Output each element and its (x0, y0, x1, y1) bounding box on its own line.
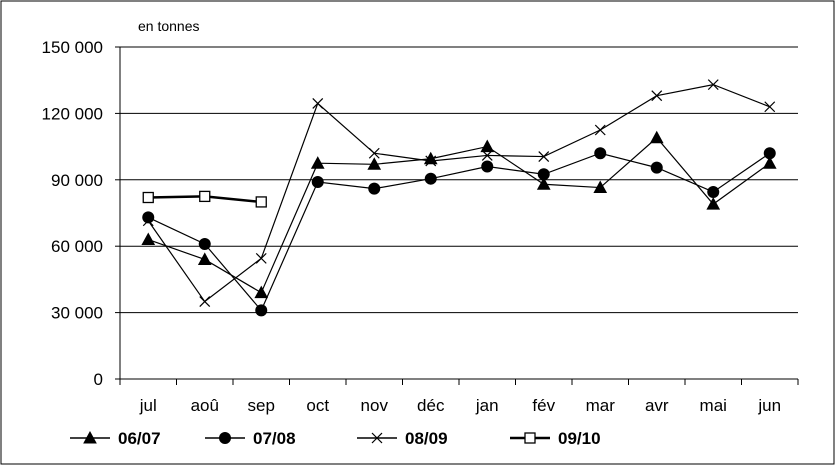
unit-label: en tonnes (138, 18, 200, 34)
data-point-x (371, 432, 383, 444)
legend-label: 08/09 (405, 429, 448, 448)
x-tick-label: mai (700, 396, 727, 415)
data-point-triangle (197, 252, 212, 265)
data-point-triangle (536, 177, 551, 190)
data-point-x (481, 150, 493, 161)
gridlines (120, 46, 798, 314)
data-point-square (199, 190, 211, 203)
legend-item: 08/09 (357, 429, 448, 448)
legend-label: 09/10 (558, 429, 601, 448)
legend: 06/07 07/08 08/09 09/10 (70, 429, 601, 448)
series-09-10 (142, 190, 267, 208)
legend-label: 06/07 (118, 429, 161, 448)
x-tick-label: jan (475, 396, 499, 415)
data-point-square (142, 191, 154, 204)
data-point-circle (219, 432, 231, 444)
data-point-x (425, 155, 437, 167)
data-point-x (368, 147, 380, 159)
data-point-circle (311, 176, 324, 189)
series-line (147, 152, 771, 312)
x-tick-label: sep (248, 396, 275, 415)
y-tick-label: 120 000 (42, 104, 103, 123)
data-point-x (312, 98, 324, 109)
data-point-circle (198, 237, 211, 250)
legend-label: 07/08 (253, 429, 296, 448)
data-point-x (764, 101, 776, 113)
data-point-circle (537, 168, 550, 181)
legend-item: 06/07 (70, 429, 161, 448)
x-tick-label: aoû (191, 396, 219, 415)
data-point-circle (368, 182, 381, 195)
data-point-circle (650, 161, 663, 174)
data-point-triangle (83, 430, 97, 444)
data-point-x (199, 296, 211, 307)
series-line (147, 84, 770, 303)
data-point-square (255, 196, 267, 208)
data-point-triangle (762, 156, 777, 169)
y-tick-label: 90 000 (51, 171, 103, 190)
data-point-x (707, 79, 719, 91)
legend-item: 07/08 (205, 429, 296, 448)
x-tick-label: fév (532, 396, 555, 415)
data-point-circle (481, 160, 494, 173)
x-tick-label: mar (586, 396, 616, 415)
data-point-x (651, 90, 663, 102)
axes: 0 30 000 60 000 90 000 120 000 150 000 jul aoû s… (42, 38, 799, 415)
data-point-circle (594, 147, 607, 160)
data-point-triangle (480, 139, 495, 153)
y-tick-label: 0 (94, 370, 103, 389)
x-tick-label: jul (139, 396, 157, 415)
x-tick-label: avr (645, 396, 669, 415)
x-tick-label: déc (417, 396, 445, 415)
data-point-x (255, 252, 267, 264)
y-tick-label: 60 000 (51, 237, 103, 256)
data-point-triangle (141, 232, 156, 246)
data-point-triangle (310, 156, 325, 169)
series-lines (141, 79, 777, 317)
data-point-triangle (706, 197, 721, 210)
data-point-circle (424, 172, 437, 185)
data-point-circle (707, 185, 720, 198)
y-tick-label: 150 000 (42, 38, 103, 57)
x-tick-label: jun (757, 396, 781, 415)
data-point-square (524, 432, 536, 444)
data-point-x (594, 124, 606, 136)
data-point-triangle (649, 130, 664, 144)
data-point-circle (763, 147, 776, 160)
data-point-triangle (593, 180, 608, 194)
data-point-circle (255, 304, 268, 317)
series-06-07 (141, 130, 777, 299)
data-point-x (538, 151, 550, 162)
series-line (148, 136, 771, 294)
x-tick-label: nov (361, 396, 389, 415)
data-point-x (142, 215, 154, 227)
data-point-triangle (367, 157, 382, 170)
series-07-08 (142, 147, 776, 317)
data-point-triangle (254, 285, 269, 299)
x-tick-label: oct (306, 396, 329, 415)
data-point-circle (142, 211, 155, 224)
series-08-09 (142, 79, 776, 307)
y-tick-label: 30 000 (51, 304, 103, 323)
legend-item: 09/10 (510, 429, 601, 448)
